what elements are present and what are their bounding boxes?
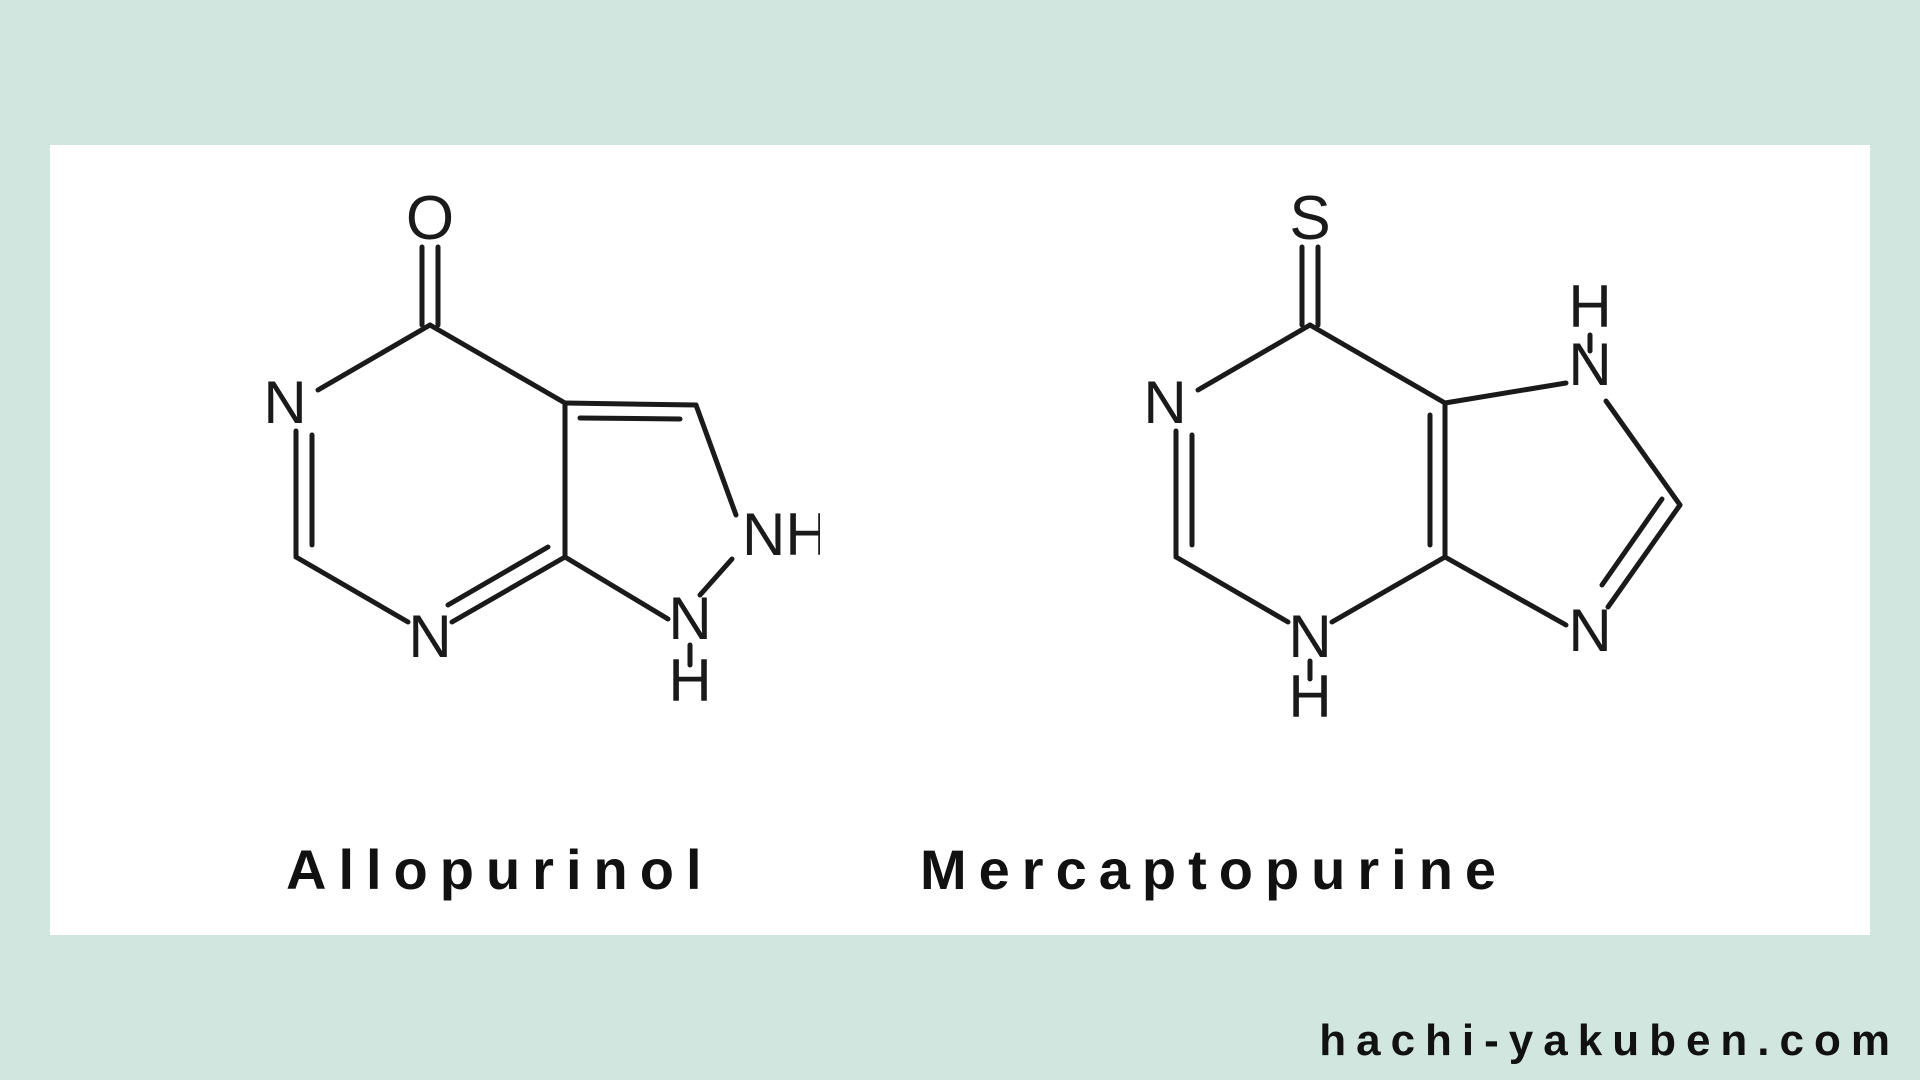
allopurinol-structure: O N N NH N H <box>170 145 820 705</box>
svg-text:N: N <box>1143 369 1186 436</box>
svg-text:N: N <box>668 585 711 652</box>
allopurinol-caption: Allopurinol <box>286 837 714 902</box>
svg-text:H: H <box>1568 273 1611 340</box>
svg-text:N: N <box>408 603 451 670</box>
svg-text:N: N <box>263 369 306 436</box>
source-watermark: hachi-yakuben.com <box>1319 1016 1900 1066</box>
svg-text:S: S <box>1289 184 1330 253</box>
figure-panel: O N N NH N H <box>50 145 1870 935</box>
mercaptopurine-caption: Mercaptopurine <box>920 837 1508 902</box>
svg-text:N: N <box>1288 603 1331 670</box>
mercaptopurine-structure: S N N H N H N <box>1050 145 1770 725</box>
svg-text:H: H <box>1288 663 1331 725</box>
svg-text:O: O <box>406 184 454 253</box>
svg-text:N: N <box>1568 597 1611 664</box>
svg-text:NH: NH <box>742 501 820 568</box>
